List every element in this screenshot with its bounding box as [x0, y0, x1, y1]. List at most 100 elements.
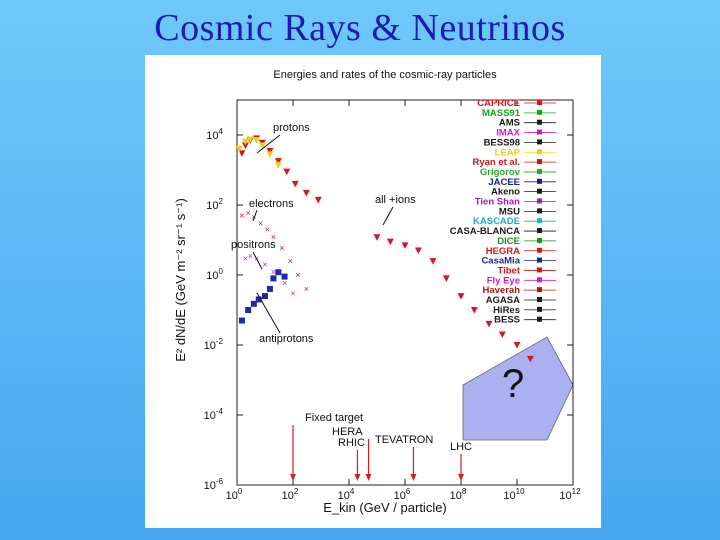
data-point-all-ions	[386, 238, 394, 246]
data-point-positrons: ×	[262, 259, 267, 269]
data-point-electrons: ×	[239, 211, 244, 221]
y-tick-exp: -6	[216, 477, 224, 486]
legend-marker	[537, 188, 542, 194]
x-tick-base: 10	[503, 490, 515, 502]
legend-marker	[537, 100, 542, 105]
data-point-positrons: ×	[271, 267, 276, 277]
y-tick-label: 104	[206, 127, 223, 142]
unknown-region-polygon	[462, 336, 574, 441]
legend-label: Haverah	[483, 285, 521, 296]
data-point-positrons: ×	[248, 251, 253, 261]
annotation-rhic: RHIC	[338, 437, 365, 449]
arrow-rhic-head	[354, 474, 361, 481]
annotation-fixed-target: Fixed target	[305, 412, 363, 424]
legend-marker	[537, 306, 542, 312]
x-tick-label: 1010	[503, 487, 525, 502]
legend-marker	[537, 208, 542, 214]
data-point-protons	[291, 180, 299, 188]
legend-marker	[537, 178, 542, 184]
legend-label: Grigorov	[480, 167, 521, 178]
x-tick-exp: 6	[406, 487, 411, 496]
data-point-protons	[283, 168, 291, 176]
x-axis-label: E_kin (GeV / particle)	[323, 500, 447, 515]
data-point-electrons: ×	[279, 243, 284, 253]
y-tick-exp: 4	[219, 127, 224, 136]
annotation-tevatron: TEVATRON	[375, 434, 433, 446]
legend-marker	[537, 129, 542, 135]
legend-marker	[537, 119, 542, 125]
x-tick-exp: 8	[462, 487, 467, 496]
data-point-all-ions	[513, 342, 521, 349]
y-tick-base: 10	[204, 480, 216, 492]
y-tick-base: 10	[204, 340, 216, 352]
y-tick-exp: -2	[216, 337, 224, 346]
y-tick-label: 10-4	[204, 407, 224, 422]
y-tick-base: 10	[206, 200, 218, 212]
legend-marker	[537, 109, 542, 115]
y-tick-label: 100	[206, 267, 223, 282]
legend-label: CAPRICE	[477, 98, 520, 109]
x-tick-label: 100	[226, 487, 243, 502]
legend-marker	[537, 267, 542, 273]
data-point-electrons: ×	[295, 270, 300, 280]
legend-label: CasaMia	[481, 256, 520, 267]
cosmic-ray-spectrum-chart: 100 102 104 106 108 1010 101210410210010-210-4…	[173, 69, 581, 515]
data-point-leap-grigorov-low-energy-	[258, 142, 266, 150]
data-point-antiprotons	[250, 300, 257, 307]
y-tick-exp: 2	[219, 197, 224, 206]
data-point-all-ions	[526, 355, 534, 363]
data-point-positrons: ×	[282, 278, 287, 288]
arrow-antiprotons	[256, 292, 281, 334]
slide-title: Cosmic Rays & Neutrinos	[154, 7, 566, 49]
legend-label: BESS	[494, 315, 520, 326]
x-tick-label: 1012	[559, 487, 581, 502]
y-tick-label: 102	[206, 197, 223, 212]
x-tick-label: 102	[282, 487, 299, 502]
legend-marker	[537, 247, 542, 253]
legend-marker	[537, 149, 542, 155]
arrow-protons	[256, 134, 281, 154]
x-tick-base: 10	[226, 490, 238, 502]
data-point-electrons: ×	[251, 212, 256, 222]
annotation-hera: HERA	[332, 426, 363, 438]
arrow-fixed-target-head	[290, 474, 296, 481]
legend-label: MASS91	[482, 108, 521, 119]
x-tick-label: 106	[394, 487, 411, 502]
legend-label: AMS	[499, 118, 520, 129]
y-tick-base: 10	[206, 130, 218, 142]
legend-label: Tibet	[497, 265, 520, 276]
legend-marker	[537, 237, 542, 243]
data-point-protons	[241, 142, 249, 150]
x-tick-base: 10	[450, 490, 462, 502]
legend-label: Ryan et al.	[472, 157, 520, 168]
data-point-leap-grigorov-low-energy-	[235, 145, 243, 153]
annotation-protons: protons	[273, 122, 310, 134]
data-point-leap-grigorov-low-energy-	[246, 136, 254, 143]
data-point-protons	[302, 190, 310, 197]
legend-label: Tien Shan	[475, 197, 520, 208]
data-point-protons	[274, 158, 282, 165]
legend-label: Fly Eye	[487, 275, 520, 286]
y-tick-exp: -4	[216, 407, 224, 416]
data-point-all-ions	[485, 320, 493, 328]
data-point-antiprotons	[270, 275, 277, 282]
legend-label: MSU	[499, 206, 520, 217]
arrow-hera-head	[365, 474, 372, 481]
data-point-antiprotons	[281, 273, 288, 280]
x-tick-base: 10	[559, 490, 571, 502]
x-tick-base: 10	[394, 490, 406, 502]
x-tick-label: 108	[450, 487, 467, 502]
legend-marker	[537, 168, 542, 174]
legend-label: JACEE	[488, 177, 520, 188]
y-axis-label: E² dN/dE (GeV m⁻² sr⁻¹ s⁻¹)	[173, 198, 188, 362]
x-tick-exp: 10	[516, 487, 525, 496]
legend-marker	[537, 198, 542, 204]
data-point-all-ions	[470, 307, 478, 314]
legend-marker	[537, 287, 542, 293]
data-point-antiprotons	[245, 307, 252, 313]
annotation-question-mark: ?	[502, 362, 524, 406]
legend-label: HiRes	[493, 305, 520, 316]
x-tick-base: 10	[282, 490, 294, 502]
chart-panel: 100 102 104 106 108 1010 1012 104 102 100 10-2 10-4…	[145, 55, 601, 528]
data-point-antiprotons	[238, 317, 245, 324]
